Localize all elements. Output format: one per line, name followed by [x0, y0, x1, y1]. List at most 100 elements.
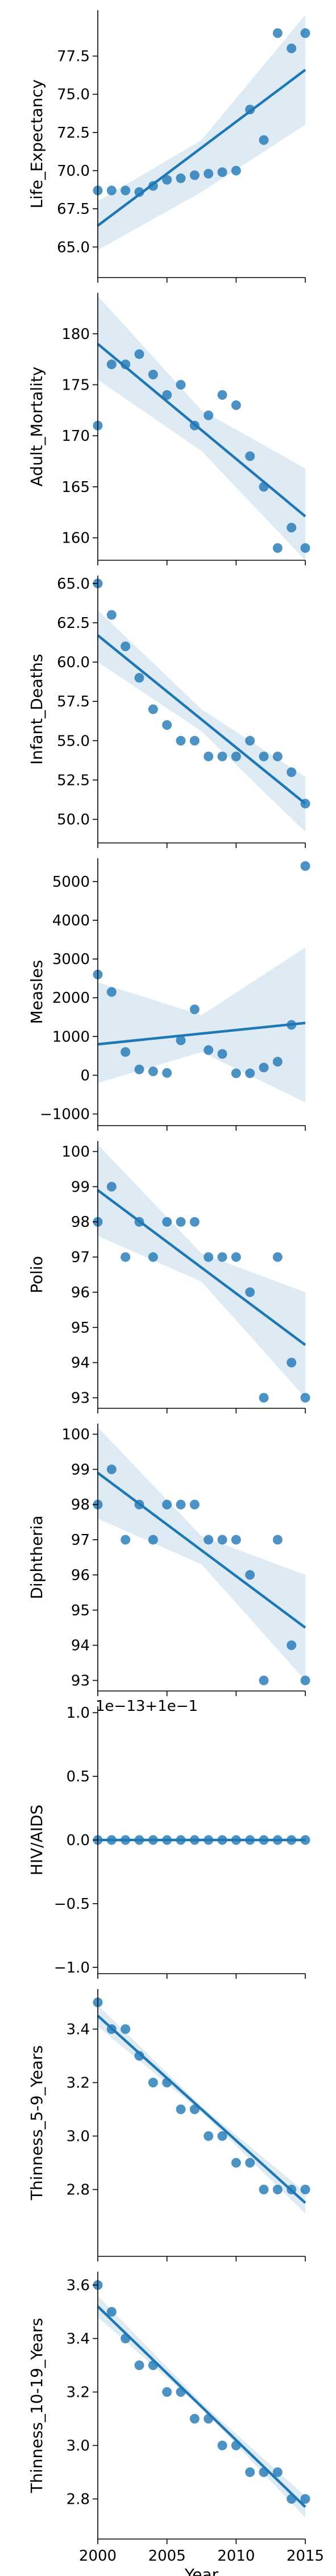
- data-point: [176, 735, 186, 746]
- data-point: [148, 1252, 158, 1262]
- data-point: [134, 1835, 144, 1845]
- data-point: [121, 1047, 131, 1057]
- data-point: [287, 1358, 297, 1368]
- y-tick-label: 2.8: [67, 2182, 90, 2199]
- data-point: [272, 1835, 283, 1845]
- data-point: [245, 451, 255, 461]
- panel-6: −1.0 −0.5 0.0 0.5 1.0 HIV/AIDS 1e−13+1e−1: [27, 1698, 310, 1979]
- data-point: [287, 1640, 297, 1651]
- data-point: [134, 187, 144, 197]
- y-tick-label: 3.0: [67, 2128, 90, 2145]
- data-point: [272, 2185, 283, 2194]
- y-tick-label: −0.5: [54, 1896, 90, 1913]
- data-point: [121, 1252, 131, 1262]
- y-axis-label: Infant_Deaths: [27, 654, 46, 764]
- x-tick-label: 2000: [79, 2548, 117, 2565]
- data-point: [231, 400, 241, 410]
- y-axis-label: Life_Expectancy: [27, 80, 46, 209]
- data-point: [162, 2387, 172, 2397]
- x-tick-label: 2005: [148, 2548, 186, 2565]
- data-point: [217, 1252, 227, 1262]
- data-point: [300, 861, 310, 871]
- data-point: [134, 1499, 144, 1510]
- data-point: [162, 1835, 172, 1845]
- data-point: [204, 2131, 214, 2141]
- x-tick-label: 2010: [217, 2548, 255, 2565]
- y-tick-label: 93: [71, 1672, 90, 1689]
- data-point: [259, 2185, 269, 2194]
- data-point: [217, 751, 227, 762]
- data-point: [272, 1535, 283, 1545]
- data-point: [106, 610, 117, 620]
- y-tick-label: 65.0: [57, 576, 90, 593]
- data-point: [231, 1835, 241, 1845]
- data-point: [121, 2334, 131, 2343]
- y-tick-label: 60.0: [57, 654, 90, 671]
- panel-2: 50.0 52.5 55.0 57.5 60.0 62.5 65.0 Infant_Death…: [27, 576, 310, 848]
- y-tick-label: 95: [71, 1602, 90, 1619]
- panel-1: 160 165 170 175 180 Adult_Mortality: [27, 293, 310, 565]
- regression-line: [97, 342, 306, 518]
- data-point: [287, 43, 297, 53]
- data-point: [272, 543, 283, 553]
- data-point: [272, 28, 283, 38]
- data-point: [176, 2104, 186, 2114]
- data-point: [287, 2185, 297, 2194]
- data-point: [245, 105, 255, 115]
- data-point: [162, 720, 172, 730]
- data-point: [287, 1835, 297, 1845]
- data-point: [162, 390, 172, 400]
- data-point: [217, 1535, 227, 1545]
- data-point: [204, 1252, 214, 1262]
- data-point: [300, 28, 310, 38]
- y-tick-label: 99: [71, 1461, 90, 1478]
- y-tick-label: 4000: [52, 912, 90, 929]
- data-point: [106, 359, 117, 370]
- data-point: [245, 2467, 255, 2477]
- data-point: [121, 185, 131, 196]
- y-axis-label: HIV/AIDS: [27, 1805, 46, 1876]
- data-point: [259, 482, 269, 492]
- data-point: [148, 2078, 158, 2087]
- data-point: [259, 135, 269, 145]
- y-tick-label: 75.0: [57, 86, 90, 104]
- data-point: [189, 1499, 200, 1510]
- y-axis-label: Thinness_5-9_Years: [27, 2045, 46, 2201]
- data-point: [300, 799, 310, 809]
- data-point: [134, 2051, 144, 2061]
- confidence-band: [98, 1427, 305, 1681]
- data-point: [259, 751, 269, 762]
- data-point: [134, 2360, 144, 2370]
- data-point: [272, 1252, 283, 1262]
- y-axis-label: Polio: [27, 1256, 46, 1293]
- data-point: [148, 704, 158, 714]
- data-point: [189, 2414, 200, 2424]
- y-tick-label: 3.4: [67, 2331, 90, 2348]
- y-tick-label: 77.5: [57, 48, 90, 65]
- data-point: [217, 167, 227, 177]
- data-point: [189, 170, 200, 180]
- data-point: [134, 349, 144, 359]
- data-point: [176, 1217, 186, 1227]
- data-point: [162, 1499, 172, 1510]
- panel-0: 65.0 67.5 70.0 72.5 75.0 77.5 Life_Expectancy: [27, 10, 310, 283]
- data-point: [287, 523, 297, 533]
- data-point: [231, 1068, 241, 1078]
- data-point: [134, 1064, 144, 1074]
- data-point: [162, 1068, 172, 1078]
- data-point: [287, 2494, 297, 2504]
- y-tick-label: 94: [71, 1638, 90, 1655]
- data-point: [300, 2185, 310, 2194]
- data-point: [121, 359, 131, 370]
- data-point: [148, 181, 158, 191]
- data-point: [121, 641, 131, 651]
- data-point: [106, 1181, 117, 1192]
- regression-line: [97, 1022, 306, 1046]
- y-axis-label: Diphtheria: [27, 1515, 46, 1599]
- data-point: [300, 2494, 310, 2504]
- y-tick-label: 3.0: [67, 2438, 90, 2455]
- data-point: [162, 175, 172, 185]
- y-tick-label: 100: [61, 1426, 90, 1444]
- panel-5: 93 94 95 96 97 98 99 100 Diphtheria: [27, 1424, 310, 1696]
